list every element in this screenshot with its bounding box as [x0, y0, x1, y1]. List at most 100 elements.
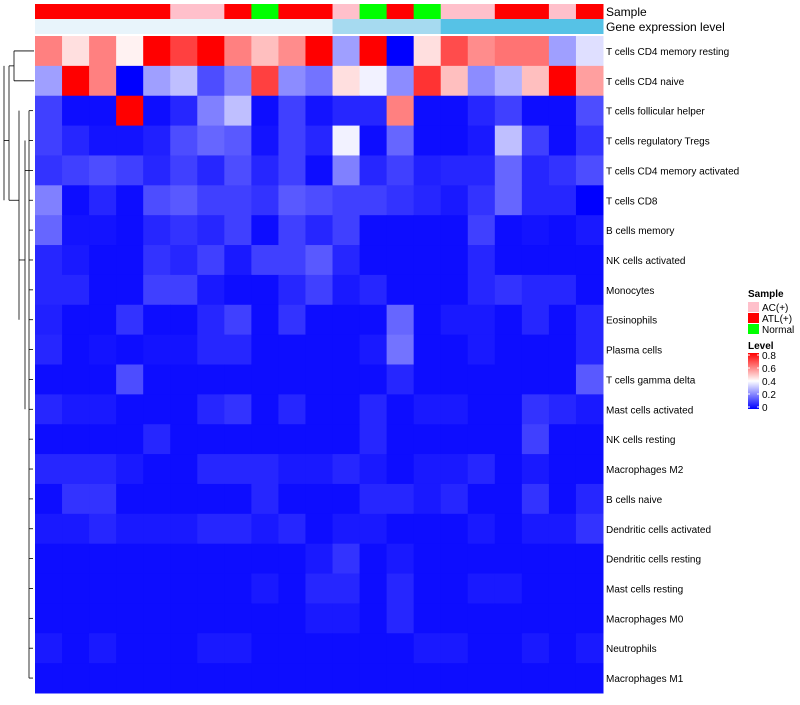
heatmap-cell — [224, 573, 252, 604]
row-label: Neutrophils — [606, 644, 657, 655]
heatmap-cell — [35, 424, 63, 455]
heatmap-cell — [143, 36, 171, 67]
heatmap-cell — [548, 364, 577, 395]
heatmap-cell — [278, 215, 306, 246]
heatmap-cell — [143, 424, 171, 455]
heatmap-cell — [224, 274, 252, 306]
heatmap-cell — [521, 633, 550, 664]
heatmap-cell — [359, 603, 388, 634]
heatmap-cell — [359, 633, 388, 664]
heatmap-cell — [548, 95, 577, 127]
sample-annotation-cell — [116, 4, 144, 19]
heatmap-cell — [170, 424, 198, 455]
heatmap-cell — [251, 424, 279, 455]
heatmap-cell — [521, 125, 550, 156]
sample-annotation-cell — [143, 4, 171, 19]
heatmap-cell — [359, 513, 388, 545]
heatmap-cell — [548, 663, 577, 694]
heatmap-cell — [89, 185, 117, 216]
heatmap-cell — [62, 245, 90, 276]
heatmap-cell — [305, 573, 334, 604]
heatmap-cell — [305, 364, 334, 395]
heatmap-cell — [413, 513, 442, 545]
level-legend-tick-label: 0.8 — [762, 351, 776, 362]
heatmap-cell — [62, 483, 90, 515]
heatmap-cell — [494, 245, 523, 276]
heatmap-cell — [143, 274, 171, 306]
heatmap-cell — [35, 364, 63, 395]
heatmap-cell — [116, 95, 144, 127]
heatmap-cell — [62, 304, 90, 336]
heatmap-cell — [305, 36, 334, 67]
heatmap-cell — [62, 155, 90, 186]
heatmap-cell — [386, 394, 415, 425]
gene-level-annotation-cell — [278, 19, 306, 34]
heatmap-cell — [251, 454, 279, 485]
heatmap-cell — [62, 543, 90, 575]
heatmap-cell — [62, 454, 90, 485]
heatmap-cell — [359, 663, 388, 694]
heatmap-cell — [143, 95, 171, 127]
heatmap-cell — [224, 65, 252, 97]
heatmap-cell — [278, 185, 306, 216]
heatmap-cell — [35, 155, 63, 186]
heatmap-cell — [278, 125, 306, 156]
heatmap-cell — [440, 125, 469, 156]
heatmap-cell — [143, 573, 171, 604]
heatmap-cell — [467, 483, 496, 515]
heatmap-cell — [35, 125, 63, 156]
sample-annotation-cell — [332, 4, 361, 19]
heatmap-cell — [332, 185, 361, 216]
heatmap-cell — [170, 125, 198, 156]
heatmap-cell — [305, 334, 334, 365]
heatmap-cell — [386, 36, 415, 67]
heatmap-cell — [224, 36, 252, 67]
heatmap-cell — [521, 36, 550, 67]
heatmap-cell — [548, 483, 577, 515]
heatmap-cell — [197, 424, 225, 455]
sample-annotation-cell — [440, 4, 469, 19]
heatmap-cell — [575, 424, 604, 455]
heatmap-cell — [116, 603, 144, 634]
heatmap-cell — [332, 483, 361, 515]
heatmap-cell — [494, 36, 523, 67]
heatmap-cell — [89, 364, 117, 395]
sample-annotation-cell — [575, 4, 604, 19]
heatmap-cell — [251, 603, 279, 634]
heatmap-cell — [440, 304, 469, 336]
heatmap-cell — [575, 454, 604, 485]
heatmap-cell — [251, 274, 279, 306]
heatmap-cell — [224, 633, 252, 664]
heatmap-cell — [116, 364, 144, 395]
heatmap-cell — [197, 36, 225, 67]
heatmap-cell — [251, 95, 279, 127]
heatmap-cell — [386, 543, 415, 575]
heatmap-cell — [386, 334, 415, 365]
heatmap-cell — [440, 394, 469, 425]
heatmap-cell — [170, 483, 198, 515]
heatmap-cell — [467, 36, 496, 67]
heatmap-cell — [548, 155, 577, 186]
heatmap-cell — [170, 573, 198, 604]
heatmap-cell — [143, 155, 171, 186]
heatmap-cell — [170, 215, 198, 246]
row-label: Macrophages M1 — [606, 674, 684, 685]
heatmap-cell — [62, 513, 90, 545]
heatmap-cell — [521, 543, 550, 575]
heatmap-cell — [89, 125, 117, 156]
heatmap-cell — [494, 334, 523, 365]
heatmap-cell — [62, 274, 90, 306]
heatmap-cell — [251, 185, 279, 216]
heatmap-cell — [332, 95, 361, 127]
heatmap-cell — [359, 125, 388, 156]
heatmap-cell — [494, 633, 523, 664]
heatmap-cell — [521, 394, 550, 425]
heatmap-cell — [413, 65, 442, 97]
heatmap-cell — [89, 424, 117, 455]
heatmap-cell — [413, 274, 442, 306]
heatmap-cell — [575, 483, 604, 515]
row-label: Macrophages M2 — [606, 465, 684, 476]
heatmap-cell — [170, 334, 198, 365]
heatmap-cell — [575, 155, 604, 186]
row-label: T cells CD4 memory resting — [606, 47, 729, 58]
